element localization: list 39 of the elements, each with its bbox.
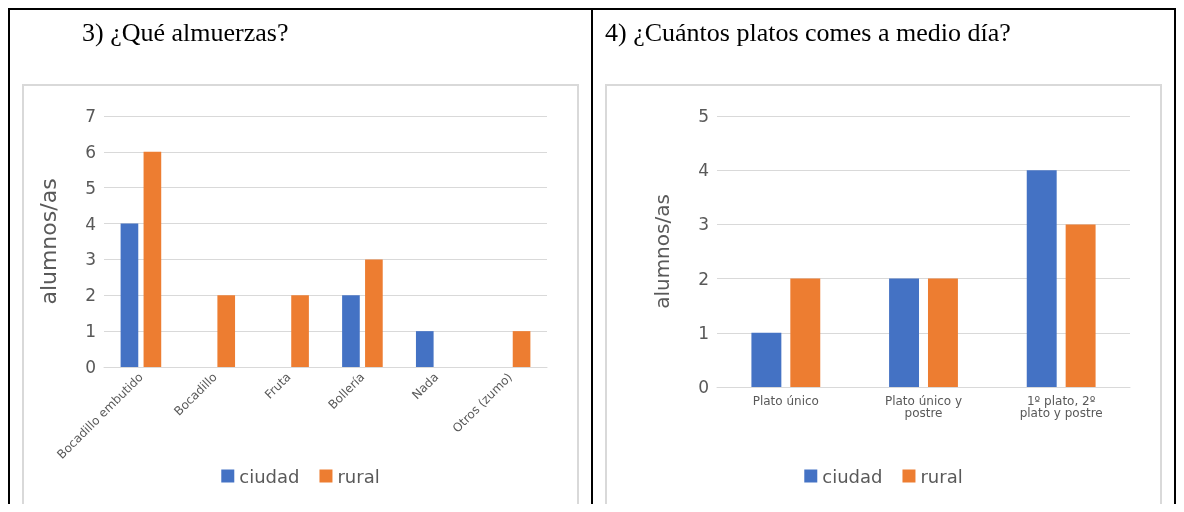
y-axis-title: alumnos/as <box>35 178 61 305</box>
bar <box>790 278 821 387</box>
y-tick-label: 0 <box>698 377 709 397</box>
y-tick-label: 6 <box>85 141 96 162</box>
y-tick-label: 3 <box>698 214 709 235</box>
legend-label: rural <box>920 465 963 487</box>
y-tick-label: 2 <box>698 268 709 289</box>
y-tick-label: 3 <box>85 249 96 270</box>
y-tick-label: 2 <box>85 285 96 306</box>
bar <box>415 331 434 367</box>
chart-title: 3) ¿Qué almuerzas? <box>81 17 290 49</box>
x-tick-label: 1º plato, 2º plato y postre <box>1019 394 1103 420</box>
bar <box>889 278 920 387</box>
bar <box>927 278 958 387</box>
y-tick-label: 7 <box>85 106 96 126</box>
bar <box>342 295 360 367</box>
y-tick-label: 4 <box>698 160 709 181</box>
y-tick-label: 5 <box>698 106 709 126</box>
legend-label: ciudad <box>239 465 300 487</box>
legend-label: rural <box>337 465 380 487</box>
y-tick-label: 4 <box>85 213 96 234</box>
bar <box>365 259 383 367</box>
bar <box>143 151 162 367</box>
x-tick-label: Plato único <box>752 394 819 408</box>
bar <box>751 332 782 387</box>
y-tick-label: 1 <box>85 321 96 342</box>
y-axis-title: alumnos/as <box>650 194 674 309</box>
bar <box>120 223 139 367</box>
y-tick-label: 0 <box>85 357 96 377</box>
y-tick-label: 5 <box>85 177 96 198</box>
bar <box>1065 224 1096 387</box>
bar <box>512 331 531 367</box>
legend-label: ciudad <box>822 465 883 487</box>
x-tick-label: Plato único y postre <box>884 394 963 420</box>
chart-title: 4) ¿Cuántos platos comes a medio día? <box>605 17 1012 49</box>
bar <box>1026 170 1057 387</box>
y-tick-label: 1 <box>698 322 709 343</box>
bar <box>217 295 236 367</box>
bar <box>291 295 309 367</box>
